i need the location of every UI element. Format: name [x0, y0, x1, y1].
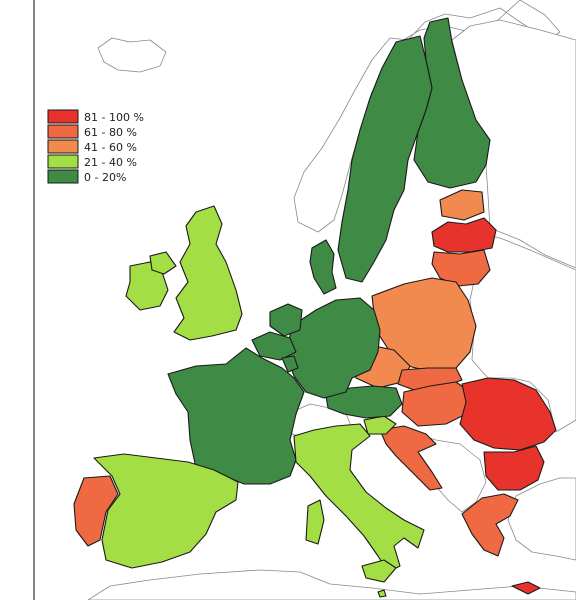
region-belgium [251, 331, 297, 361]
region-germany [285, 297, 381, 399]
region-malta [377, 589, 387, 598]
region-northern-ireland [149, 251, 177, 275]
region-cyprus [511, 581, 541, 595]
regions-layer [73, 0, 576, 600]
region-spain [93, 453, 239, 569]
region-estonia [439, 189, 485, 221]
region-great-britain [173, 205, 243, 341]
region-romania [459, 377, 557, 451]
region-luxembourg [281, 355, 299, 373]
map-legend: 81 - 100 % 61 - 80 % 41 - 60 % 21 - 40 % 0 -… [47, 109, 144, 184]
region-france [167, 347, 305, 485]
region-turkey [507, 477, 576, 561]
region-italy [293, 423, 425, 573]
region-greece [461, 493, 519, 557]
region-bulgaria [483, 445, 545, 491]
region-sicily [361, 559, 397, 583]
region-portugal [73, 475, 119, 547]
region-iceland [97, 37, 167, 73]
legend-label: 0 - 20% [84, 171, 126, 184]
region-latvia [431, 217, 497, 253]
legend-label: 61 - 80 % [84, 126, 137, 139]
region-croatia [379, 425, 443, 491]
region-denmark [309, 239, 337, 295]
legend-swatch [47, 124, 79, 139]
legend-swatch [47, 154, 79, 169]
region-sardinia [305, 499, 325, 545]
region-lithuania [431, 249, 491, 287]
region-sweden [337, 35, 433, 283]
legend-swatch [47, 169, 79, 184]
legend-swatch [47, 139, 79, 154]
region-austria [325, 385, 403, 419]
region-north-africa [87, 569, 576, 600]
region-netherlands [269, 303, 303, 337]
legend-swatch [47, 109, 79, 124]
legend-label: 21 - 40 % [84, 156, 137, 169]
legend-label: 81 - 100 % [84, 111, 144, 124]
legend-label: 41 - 60 % [84, 141, 137, 154]
